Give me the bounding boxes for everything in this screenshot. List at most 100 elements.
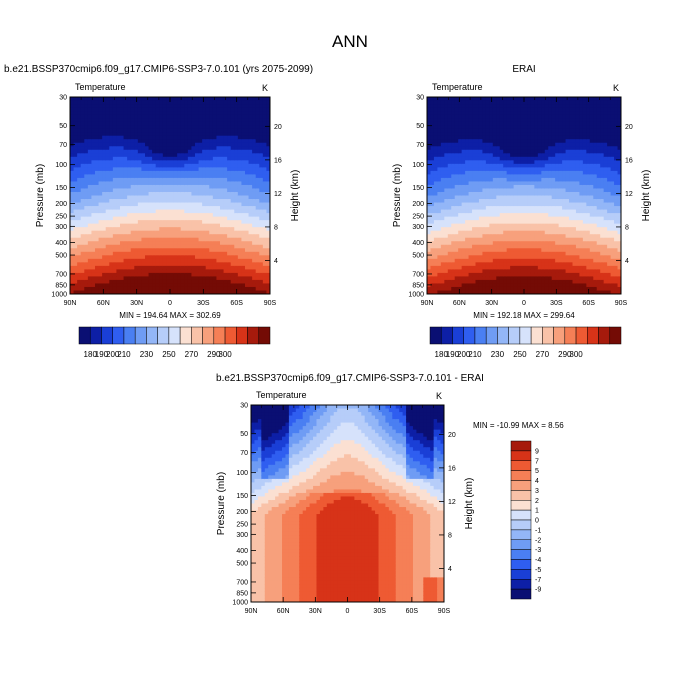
field-cell	[237, 209, 243, 214]
field-cell	[112, 188, 118, 193]
field-cell	[248, 272, 253, 278]
field-cell	[127, 209, 132, 214]
field-cell	[216, 156, 221, 161]
field-cell	[102, 230, 107, 235]
field-cell	[91, 132, 96, 137]
field-cell	[259, 223, 264, 228]
field-cell	[187, 104, 193, 109]
field-cell	[205, 184, 210, 190]
field-cell	[220, 220, 225, 225]
field-cell	[444, 265, 449, 270]
field-cell	[184, 128, 189, 133]
field-cell	[237, 244, 243, 249]
field-cell	[198, 262, 203, 267]
field-cell	[191, 121, 196, 126]
field-cell	[220, 111, 225, 116]
field-cell	[245, 220, 250, 225]
field-cell	[492, 262, 497, 267]
field-cell	[227, 223, 232, 228]
field-cell	[127, 248, 132, 253]
field-cell	[80, 163, 85, 168]
field-cell	[155, 125, 160, 130]
field-cell	[170, 248, 175, 253]
field-cell	[465, 223, 470, 228]
field-cell	[475, 199, 480, 204]
field-cell	[220, 237, 225, 242]
field-cell	[485, 230, 490, 235]
field-cell	[245, 234, 250, 239]
field-cell	[245, 97, 250, 102]
field-cell	[137, 174, 143, 179]
field-cell	[134, 283, 139, 288]
field-cell	[162, 195, 168, 200]
field-cell	[152, 265, 157, 270]
field-cell	[98, 97, 103, 102]
field-cell	[230, 177, 235, 183]
field-cell	[530, 184, 535, 190]
field-cell	[230, 160, 235, 165]
field-cell	[485, 118, 490, 123]
field-cell	[91, 199, 96, 204]
field-cell	[468, 248, 473, 253]
field-cell	[482, 230, 487, 235]
field-cell	[430, 107, 435, 112]
field-cell	[465, 100, 470, 105]
field-cell	[180, 209, 185, 214]
field-cell	[447, 262, 452, 267]
field-cell	[105, 265, 110, 270]
field-cell	[517, 177, 522, 183]
field-cell	[252, 209, 257, 214]
field-cell	[109, 125, 114, 130]
field-cell	[80, 167, 85, 172]
field-cell	[70, 216, 75, 221]
field-cell	[447, 167, 452, 172]
field-cell	[170, 279, 175, 285]
field-cell	[173, 146, 178, 151]
field-cell	[527, 244, 532, 249]
field-cell	[437, 128, 442, 133]
field-cell	[437, 251, 442, 256]
field-cell	[478, 191, 484, 197]
field-cell	[458, 156, 463, 161]
field-cell	[105, 223, 110, 228]
field-cell	[454, 272, 459, 278]
field-cell	[447, 135, 452, 140]
field-cell	[454, 114, 459, 119]
field-cell	[530, 255, 535, 260]
field-cell	[496, 132, 501, 137]
field-cell	[98, 170, 103, 175]
field-cell	[496, 227, 501, 232]
field-cell	[506, 118, 511, 123]
field-cell	[112, 156, 118, 161]
field-cell	[513, 237, 518, 242]
field-cell	[198, 230, 203, 235]
field-cell	[105, 135, 110, 140]
field-cell	[482, 132, 487, 137]
field-cell	[220, 251, 225, 256]
field-cell	[166, 149, 171, 154]
field-cell	[245, 276, 250, 281]
field-cell	[444, 128, 449, 133]
field-cell	[98, 107, 103, 112]
field-cell	[148, 279, 153, 285]
field-cell	[255, 121, 260, 126]
field-cell	[159, 100, 164, 105]
field-cell	[187, 146, 193, 151]
field-cell	[517, 195, 522, 200]
field-cell	[492, 244, 497, 249]
field-cell	[180, 111, 185, 116]
field-cell	[485, 177, 490, 183]
field-cell	[520, 104, 525, 109]
field-cell	[454, 177, 459, 183]
field-cell	[513, 149, 518, 154]
field-cell	[195, 100, 200, 105]
field-cell	[227, 227, 232, 232]
field-cell	[70, 199, 75, 204]
field-cell	[127, 213, 132, 218]
field-cell	[116, 248, 121, 253]
field-cell	[173, 269, 178, 274]
field-cell	[198, 153, 203, 158]
field-cell	[180, 160, 185, 165]
field-cell	[109, 202, 114, 207]
field-cell	[520, 199, 525, 204]
